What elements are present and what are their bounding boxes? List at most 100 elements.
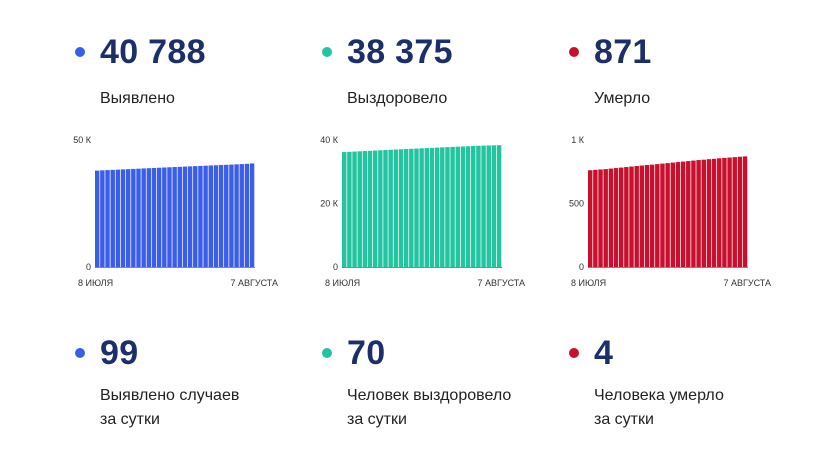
recovered-total-label: Выздоровело	[347, 90, 448, 107]
died-dot-icon	[569, 47, 579, 57]
chart-bar	[655, 164, 660, 267]
detected-chart: 0 50 К 8 ИЮЛЯ 7 АВГУСТА	[73, 135, 278, 288]
chart-bar	[732, 157, 737, 267]
chart-bar	[239, 164, 244, 267]
chart-bar	[660, 163, 665, 267]
chart-bar	[136, 168, 141, 267]
daily-recovered-label-line1: Человек выздоровело	[347, 387, 512, 404]
chart-bar	[156, 167, 162, 267]
chart-bar	[414, 148, 419, 267]
chart-bar	[727, 157, 732, 267]
chart-bar	[249, 163, 255, 267]
chart-bar	[742, 156, 748, 267]
chart-bar	[680, 161, 686, 267]
daily-detected-value: 99	[100, 334, 139, 372]
chart-bar	[613, 168, 619, 267]
daily-died-dot-icon	[569, 348, 579, 358]
y-tick-label: 0	[86, 262, 91, 272]
x-start-label: 8 ИЮЛЯ	[571, 278, 606, 288]
chart-bar	[588, 170, 593, 267]
chart-bar	[598, 169, 603, 267]
chart-bar	[717, 158, 722, 267]
daily-recovered-dot-icon	[322, 348, 332, 358]
chart-bar	[110, 169, 115, 267]
chart-bar	[481, 145, 486, 267]
chart-bar	[167, 167, 172, 267]
chart-bar	[440, 147, 445, 267]
chart-bar	[434, 147, 440, 267]
chart-bar	[151, 167, 157, 267]
chart-bar	[445, 147, 450, 267]
chart-bar	[629, 166, 634, 267]
x-start-label: 8 ИЮЛЯ	[325, 278, 360, 288]
y-tick-label: 40 К	[320, 135, 339, 145]
chart-bar	[172, 167, 177, 267]
chart-bar	[419, 148, 424, 267]
daily-died-label-line2: за сутки	[594, 411, 654, 428]
chart-bar	[146, 168, 152, 267]
chart-bar	[141, 168, 146, 267]
chart-bar	[224, 164, 229, 267]
chart-bar	[95, 170, 100, 267]
chart-bar	[460, 146, 466, 267]
chart-bar	[722, 157, 727, 267]
x-end-label: 7 АВГУСТА	[477, 278, 525, 288]
chart-bar	[187, 166, 193, 267]
chart-bar	[706, 159, 712, 267]
chart-bar	[486, 145, 491, 267]
chart-bar	[115, 169, 121, 267]
chart-bar	[649, 164, 655, 267]
chart-bar	[203, 165, 208, 267]
chart-bar	[362, 151, 368, 267]
chart-bar	[603, 169, 608, 267]
chart-bar	[182, 166, 188, 267]
chart-bar	[120, 169, 126, 267]
chart-bar	[424, 148, 430, 267]
daily-recovered-value: 70	[347, 334, 386, 372]
chart-bar	[125, 169, 131, 267]
chart-bar	[665, 163, 670, 267]
chart-bar	[100, 170, 105, 267]
chart-bar	[670, 162, 676, 267]
chart-bar	[608, 168, 614, 267]
chart-bar	[450, 146, 455, 267]
chart-bar	[455, 146, 460, 267]
y-tick-label: 0	[579, 262, 584, 272]
daily-died-value: 4	[594, 334, 614, 372]
chart-bar	[686, 161, 691, 267]
chart-bar	[496, 145, 502, 267]
chart-bar	[352, 151, 357, 267]
daily-detected-label-line1: Выявлено случаев	[100, 387, 240, 404]
chart-bar	[244, 163, 250, 267]
chart-bar	[162, 167, 167, 267]
chart-bar	[342, 152, 347, 267]
chart-bar	[471, 146, 476, 267]
x-start-label: 8 ИЮЛЯ	[78, 278, 113, 288]
chart-bar	[711, 158, 717, 267]
chart-bar	[357, 151, 362, 267]
recovered-dot-icon	[322, 47, 332, 57]
chart-bar	[403, 149, 409, 267]
chart-bar	[398, 149, 404, 267]
chart-bar	[491, 145, 497, 267]
y-tick-label: 50 К	[73, 135, 92, 145]
chart-bar	[691, 160, 696, 267]
chart-bar	[229, 164, 234, 267]
chart-bar	[234, 164, 239, 267]
daily-detected-label-line2: за сутки	[100, 411, 160, 428]
chart-bar	[593, 169, 598, 267]
chart-bar	[465, 146, 471, 267]
chart-bar	[105, 170, 110, 267]
chart-bar	[378, 150, 383, 267]
y-tick-label: 500	[569, 199, 584, 209]
chart-bar	[347, 151, 352, 267]
chart-bar	[131, 168, 136, 267]
chart-bar	[624, 167, 629, 267]
chart-bar	[675, 162, 681, 267]
x-end-label: 7 АВГУСТА	[230, 278, 278, 288]
chart-bar	[383, 150, 388, 267]
y-tick-label: 1 К	[571, 135, 585, 145]
chart-bar	[208, 165, 213, 267]
chart-bar	[177, 166, 183, 267]
chart-bar	[639, 165, 645, 267]
